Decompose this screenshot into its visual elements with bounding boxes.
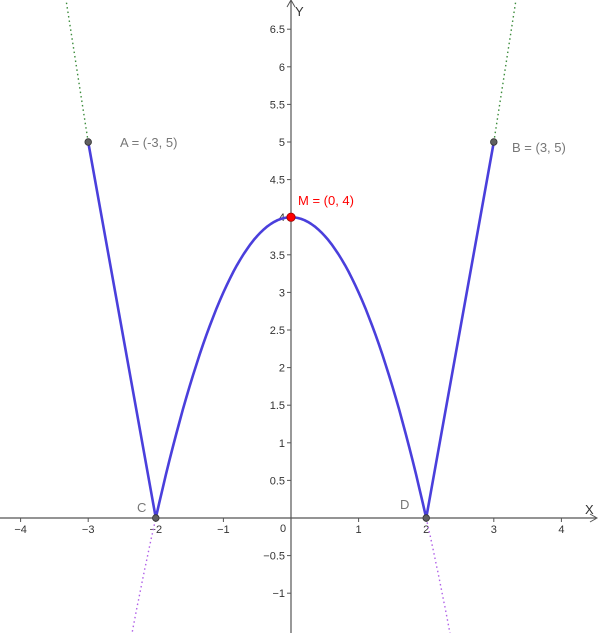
point-b-label: B = (3, 5) [512, 140, 566, 155]
segment-AC [86, 140, 158, 520]
y-tick-label: 1.5 [270, 400, 285, 412]
right-extension [493, 0, 517, 143]
y-tick-label: 0.5 [270, 475, 285, 487]
left-extension [65, 0, 89, 143]
points [84, 138, 498, 522]
point-c-marker[interactable] [152, 514, 160, 522]
x-axis-arrow-icon [589, 513, 599, 523]
point-b-marker[interactable] [490, 138, 498, 146]
point-a-label: A = (-3, 5) [120, 135, 177, 150]
y-tick-label: 2 [279, 363, 285, 375]
y-tick-label: 2.5 [270, 325, 285, 337]
x-tick-label: −1 [217, 524, 230, 536]
point-m-marker[interactable] [286, 212, 296, 222]
x-tick-label: 1 [356, 524, 362, 536]
y-tick-label: 4.5 [270, 175, 285, 187]
y-tick-label: 5 [279, 137, 285, 149]
point-m-label: M = (0, 4) [298, 193, 354, 208]
point-d-label: D [400, 497, 409, 512]
point-d-marker[interactable] [422, 514, 430, 522]
segment-DB [424, 140, 496, 520]
x-axis-label: X [585, 502, 594, 517]
y-tick-label: 5.5 [270, 99, 285, 111]
x-tick-label: 4 [558, 524, 564, 536]
x-tick-label: −4 [14, 524, 27, 536]
point-c-label: C [137, 500, 146, 515]
parabola-extension-right [425, 517, 451, 633]
y-tick-label: 3.5 [270, 250, 285, 262]
y-tick-label: 3 [279, 287, 285, 299]
x-tick-label: 3 [491, 524, 497, 536]
y-tick-label: 6 [279, 62, 285, 74]
x-tick-label: 2 [423, 524, 429, 536]
y-tick-label: −1 [272, 588, 285, 600]
x-tick-label: −2 [150, 524, 163, 536]
point-a-marker[interactable] [84, 138, 92, 146]
origin-label: 0 [280, 523, 286, 535]
y-axis-label: Y [295, 4, 304, 19]
y-tick-label: 1 [279, 438, 285, 450]
y-tick-label: −0.5 [263, 551, 285, 563]
y-tick-label: 6.5 [270, 24, 285, 36]
x-tick-label: −3 [82, 524, 95, 536]
y-axis-arrow-icon [286, 0, 296, 8]
